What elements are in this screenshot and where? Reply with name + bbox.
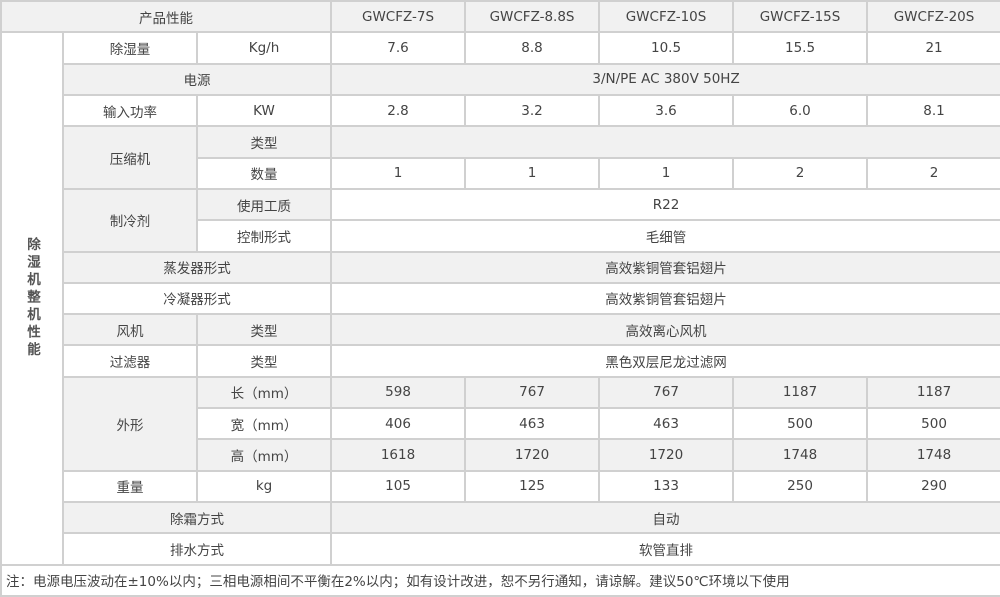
cell: 105 [330, 469, 467, 504]
cell: 3/N/PE AC 380V 50HZ [330, 62, 1000, 96]
row-label: 过滤器 [62, 344, 198, 378]
cell: 高效紫铜管套铝翅片 [330, 250, 1000, 284]
cell: 767 [598, 375, 735, 410]
cell: 406 [330, 407, 467, 441]
row-label: 冷凝器形式 [61, 281, 333, 316]
row-label: 除霜方式 [61, 500, 333, 535]
row-power: 电源 3/N/PE AC 380V 50HZ [1, 62, 1000, 96]
cell: 500 [732, 407, 869, 441]
header-label: 产品性能 [0, 0, 333, 34]
row-note: 注：电源电压波动在±10%以内；三相电源相间不平衡在2%以内；如有设计改进，恕不… [0, 563, 1000, 597]
cell: 10.5 [598, 31, 735, 65]
row-sublabel: 类型 [195, 344, 333, 378]
cell: 463 [464, 407, 601, 441]
header-row: 产品性能 GWCFZ-7S GWCFZ-8.8S GWCFZ-10S GWCFZ… [0, 0, 1000, 34]
cell: 15.5 [732, 31, 869, 65]
row-sublabel: 使用工质 [195, 187, 333, 222]
row-label: 重量 [62, 469, 198, 504]
row-compressor-count: 数量 1 1 1 2 2 [1, 156, 1000, 190]
cell: 290 [866, 469, 1000, 504]
row-sublabel: 数量 [195, 156, 333, 190]
row-sublabel: 长（mm） [195, 375, 333, 410]
cell: 高效离心风机 [330, 313, 1000, 347]
row-sublabel: 类型 [195, 125, 333, 159]
cell: 8.8 [464, 31, 601, 65]
row-label: 外形 [62, 375, 198, 472]
cell: 3.2 [464, 93, 601, 128]
cell: 598 [330, 375, 467, 410]
row-unit: kg [195, 469, 333, 504]
row-fan: 风机 类型 高效离心风机 [1, 313, 1000, 347]
cell: 3.6 [598, 93, 735, 128]
cell: 自动 [330, 500, 1000, 535]
cell: R22 [330, 187, 1000, 222]
cell: 250 [732, 469, 869, 504]
cell: 毛细管 [330, 219, 1000, 253]
model-header: GWCFZ-15S [732, 0, 869, 34]
cell: 21 [866, 31, 1000, 65]
row-width: 宽（mm） 406 463 463 500 500 [1, 407, 1000, 441]
row-sublabel: 类型 [195, 313, 333, 347]
row-refrigerant-medium: 制冷剂 使用工质 R22 [1, 187, 1000, 253]
cell: 1 [464, 156, 601, 190]
row-refrigerant-control: 控制形式 毛细管 [1, 219, 1000, 253]
cell: 767 [464, 375, 601, 410]
footnote: 注：电源电压波动在±10%以内；三相电源相间不平衡在2%以内；如有设计改进，恕不… [0, 563, 1000, 597]
cell: 8.1 [866, 93, 1000, 128]
row-label: 风机 [62, 313, 198, 347]
cell [330, 125, 1000, 159]
row-unit: Kg/h [195, 31, 333, 65]
row-input-power: 输入功率 KW 2.8 3.2 3.6 6.0 8.1 [1, 93, 1000, 128]
cell: 1720 [464, 438, 601, 472]
row-label: 蒸发器形式 [61, 250, 333, 284]
cell: 2 [732, 156, 869, 190]
row-sublabel: 宽（mm） [195, 407, 333, 441]
cell: 1187 [732, 375, 869, 410]
row-sublabel: 高（mm） [195, 438, 333, 472]
row-dehumid: 除湿机整机性能 除湿量 Kg/h 7.6 8.8 10.5 15.5 21 [0, 31, 1000, 566]
row-label: 制冷剂 [62, 187, 198, 253]
cell: 1748 [732, 438, 869, 472]
row-weight: 重量 kg 105 125 133 250 290 [1, 469, 1000, 504]
row-unit: KW [195, 93, 333, 128]
model-header: GWCFZ-7S [330, 0, 467, 34]
cell: 6.0 [732, 93, 869, 128]
cell: 1720 [598, 438, 735, 472]
cell: 黑色双层尼龙过滤网 [330, 344, 1000, 378]
row-compressor-type: 压缩机 类型 [1, 125, 1000, 190]
row-evaporator: 蒸发器形式 高效紫铜管套铝翅片 [1, 250, 1000, 284]
cell: 125 [464, 469, 601, 504]
cell: 1618 [330, 438, 467, 472]
cell: 463 [598, 407, 735, 441]
row-defrost: 除霜方式 自动 [1, 500, 1000, 535]
cell: 2 [866, 156, 1000, 190]
side-label: 除湿机整机性能 [0, 31, 64, 566]
row-label: 电源 [61, 62, 333, 96]
cell: 133 [598, 469, 735, 504]
row-label: 输入功率 [62, 93, 198, 128]
cell: 1 [598, 156, 735, 190]
row-label: 除湿量 [62, 31, 198, 65]
row-condenser: 冷凝器形式 高效紫铜管套铝翅片 [1, 281, 1000, 316]
cell: 1 [330, 156, 467, 190]
cell: 高效紫铜管套铝翅片 [330, 281, 1000, 316]
row-drain: 排水方式 软管直排 [1, 532, 1000, 566]
cell: 1187 [866, 375, 1000, 410]
cell: 软管直排 [330, 532, 1000, 566]
model-header: GWCFZ-10S [598, 0, 735, 34]
row-sublabel: 控制形式 [195, 219, 333, 253]
model-header: GWCFZ-20S [866, 0, 1000, 34]
row-height: 高（mm） 1618 1720 1720 1748 1748 [1, 438, 1000, 472]
row-label: 压缩机 [62, 125, 198, 190]
cell: 7.6 [330, 31, 467, 65]
row-filter: 过滤器 类型 黑色双层尼龙过滤网 [1, 344, 1000, 378]
cell: 500 [866, 407, 1000, 441]
row-label: 排水方式 [61, 532, 333, 566]
cell: 1748 [866, 438, 1000, 472]
cell: 2.8 [330, 93, 467, 128]
model-header: GWCFZ-8.8S [464, 0, 601, 34]
row-length: 外形 长（mm） 598 767 767 1187 1187 [1, 375, 1000, 472]
